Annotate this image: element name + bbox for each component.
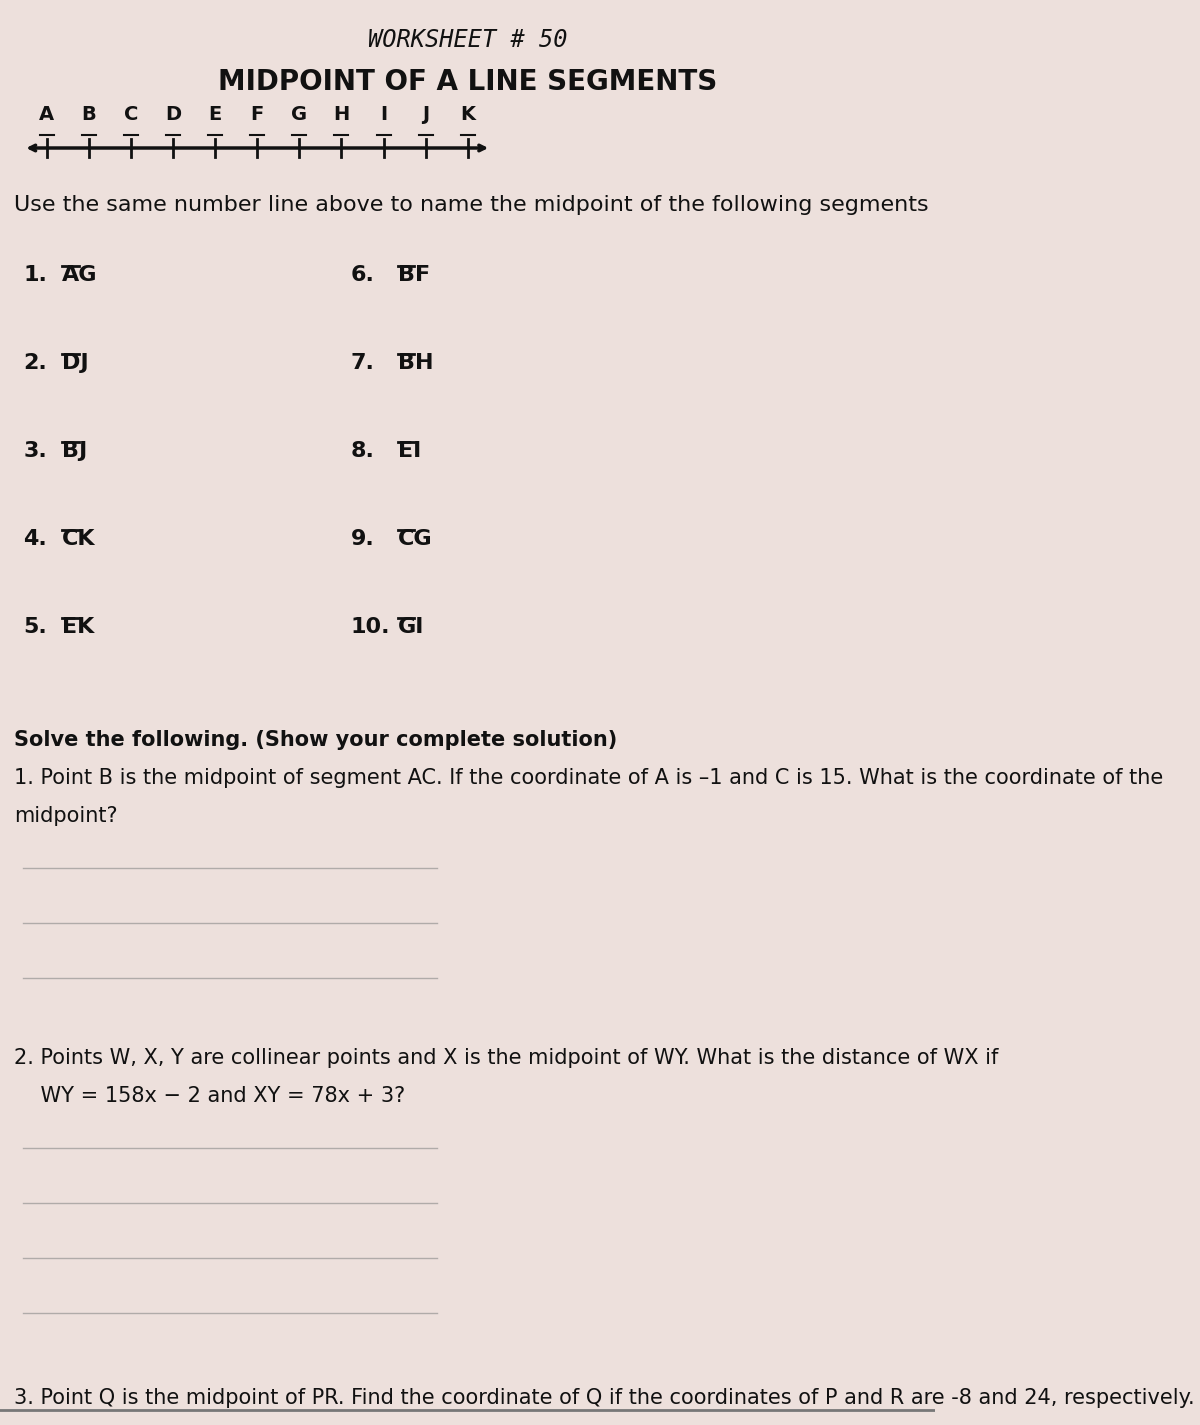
Text: EI: EI: [397, 440, 421, 462]
Text: H: H: [334, 105, 349, 124]
Text: WORKSHEET # 50: WORKSHEET # 50: [368, 28, 568, 51]
Text: BJ: BJ: [62, 440, 88, 462]
Text: MIDPOINT OF A LINE SEGMENTS: MIDPOINT OF A LINE SEGMENTS: [218, 68, 718, 95]
Text: F: F: [251, 105, 264, 124]
Text: EK: EK: [62, 617, 95, 637]
Text: 6.: 6.: [350, 265, 374, 285]
Text: 1. Point B is the midpoint of segment AC. If the coordinate of A is –1 and C is : 1. Point B is the midpoint of segment AC…: [14, 768, 1163, 788]
Text: Use the same number line above to name the midpoint of the following segments: Use the same number line above to name t…: [14, 195, 929, 215]
Text: Solve the following. (Show your complete solution): Solve the following. (Show your complete…: [14, 730, 617, 750]
Text: 2. Points W, X, Y are collinear points and X is the midpoint of WY. What is the : 2. Points W, X, Y are collinear points a…: [14, 1047, 998, 1067]
Text: 7.: 7.: [350, 353, 374, 373]
Text: 2.: 2.: [23, 353, 47, 373]
Text: C: C: [124, 105, 138, 124]
Text: 5.: 5.: [23, 617, 47, 637]
Text: I: I: [380, 105, 388, 124]
Text: DJ: DJ: [62, 353, 89, 373]
Text: G: G: [292, 105, 307, 124]
Text: GI: GI: [397, 617, 424, 637]
Text: WY = 158x − 2 and XY = 78x + 3?: WY = 158x − 2 and XY = 78x + 3?: [14, 1086, 406, 1106]
Text: J: J: [422, 105, 430, 124]
Text: 9.: 9.: [350, 529, 374, 549]
Text: BH: BH: [397, 353, 433, 373]
Text: 10.: 10.: [350, 617, 390, 637]
Text: 3. Point Q is the midpoint of PR. Find the coordinate of Q if the coordinates of: 3. Point Q is the midpoint of PR. Find t…: [14, 1388, 1195, 1408]
Text: BF: BF: [397, 265, 430, 285]
Text: K: K: [461, 105, 475, 124]
Text: CK: CK: [62, 529, 96, 549]
Text: A: A: [40, 105, 54, 124]
Text: midpoint?: midpoint?: [14, 807, 118, 826]
Text: 4.: 4.: [23, 529, 47, 549]
Text: 3.: 3.: [23, 440, 47, 462]
Text: D: D: [164, 105, 181, 124]
Text: CG: CG: [397, 529, 432, 549]
Text: 8.: 8.: [350, 440, 374, 462]
Text: 1.: 1.: [23, 265, 47, 285]
Text: B: B: [82, 105, 96, 124]
Text: E: E: [209, 105, 222, 124]
Text: AG: AG: [62, 265, 98, 285]
